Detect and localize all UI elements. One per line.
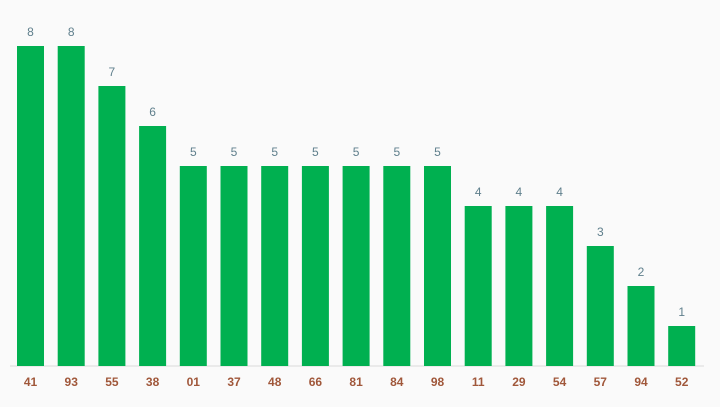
data-label: 8 — [68, 25, 75, 39]
bar — [179, 166, 207, 366]
data-label: 4 — [475, 185, 482, 199]
x-tick-label: 57 — [594, 375, 608, 389]
bar — [17, 46, 44, 366]
data-label: 5 — [434, 145, 441, 159]
bar — [586, 246, 614, 366]
bar — [546, 206, 574, 366]
bar — [139, 126, 167, 366]
data-label: 4 — [556, 185, 563, 199]
bar — [261, 166, 289, 366]
x-tick-label: 98 — [431, 375, 445, 389]
bar — [98, 86, 126, 366]
bar — [301, 166, 329, 366]
data-label: 8 — [27, 25, 34, 39]
x-tick-label: 37 — [227, 375, 241, 389]
bar — [57, 46, 85, 366]
x-tick-label: 38 — [146, 375, 160, 389]
data-label: 4 — [516, 185, 523, 199]
data-label: 7 — [109, 65, 116, 79]
x-tick-label: 29 — [512, 375, 526, 389]
x-tick-label: 01 — [187, 375, 201, 389]
bar — [668, 326, 696, 366]
bar — [383, 166, 411, 366]
data-label: 6 — [149, 105, 156, 119]
bar — [220, 166, 248, 366]
data-label: 5 — [312, 145, 319, 159]
x-tick-label: 54 — [553, 375, 567, 389]
data-label: 1 — [678, 305, 685, 319]
data-label: 5 — [271, 145, 278, 159]
data-label: 5 — [393, 145, 400, 159]
x-tick-label: 11 — [472, 375, 485, 389]
x-tick-label: 41 — [24, 375, 38, 389]
bar — [342, 166, 370, 366]
data-label: 5 — [190, 145, 197, 159]
data-label: 5 — [353, 145, 360, 159]
x-tick-label: 52 — [675, 375, 689, 389]
data-label: 2 — [638, 265, 645, 279]
x-tick-label: 66 — [309, 375, 323, 389]
bar — [424, 166, 451, 366]
bar — [464, 206, 492, 366]
bar — [627, 286, 655, 366]
x-tick-label: 94 — [634, 375, 648, 389]
x-tick-label: 48 — [268, 375, 282, 389]
x-tick-label: 93 — [65, 375, 79, 389]
bar — [505, 206, 533, 366]
x-tick-label: 81 — [349, 375, 363, 389]
x-tick-label: 55 — [105, 375, 119, 389]
x-tick-label: 84 — [390, 375, 404, 389]
data-label: 5 — [231, 145, 238, 159]
data-label: 3 — [597, 225, 604, 239]
